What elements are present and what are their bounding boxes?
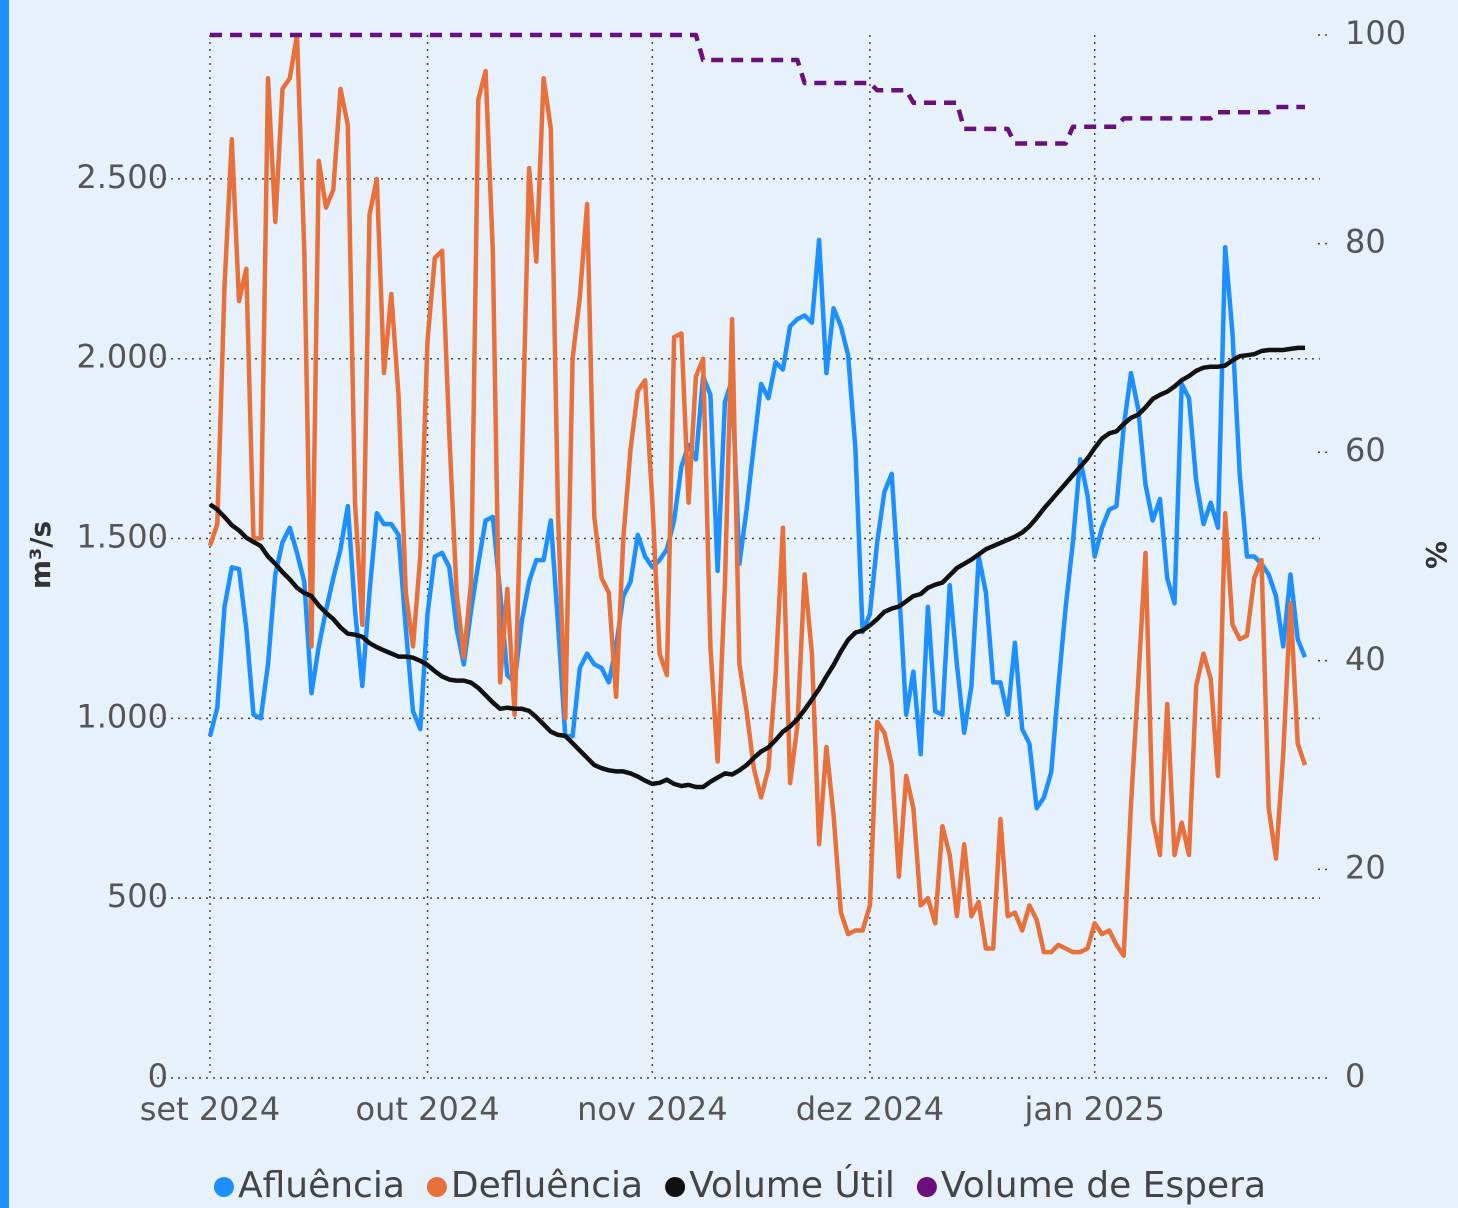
- legend-label: Volume Útil: [689, 1164, 895, 1206]
- y2-axis-title: %: [1420, 541, 1453, 569]
- y2-tick-label: 0: [1345, 1057, 1365, 1095]
- legend-item[interactable]: Volume de Espera: [916, 1165, 1266, 1206]
- legend-item[interactable]: Defluência: [426, 1165, 643, 1206]
- series-line: [207, 32, 1308, 958]
- y-tick-label: 2.000: [76, 338, 168, 376]
- legend-label: Afluência: [238, 1165, 405, 1206]
- legend-swatch: [916, 1177, 937, 1197]
- legend: Afluência Defluência Volume Útil Volume de …: [213, 1164, 1266, 1206]
- legend-swatch: [665, 1177, 686, 1197]
- series-line: [207, 237, 1308, 811]
- y-axis-title: m³/s: [24, 521, 57, 589]
- y2-tick-label: 80: [1345, 223, 1386, 261]
- legend-swatch: [426, 1177, 447, 1197]
- x-tick-label: out 2024: [356, 1090, 500, 1128]
- legend-swatch: [213, 1177, 234, 1197]
- y2-tick-label: 20: [1345, 848, 1386, 886]
- y-tick-label: 2.500: [76, 158, 168, 196]
- y2-tick-label: 40: [1345, 640, 1386, 678]
- legend-label: Defluência: [451, 1165, 643, 1206]
- series-line: [208, 345, 1305, 790]
- x-tick-label: set 2024: [140, 1090, 281, 1128]
- y2-tick-label: 60: [1345, 431, 1386, 469]
- y-tick-label: 1.000: [76, 697, 168, 735]
- series-line: [210, 32, 1305, 146]
- y-tick-label: 1.500: [76, 518, 168, 556]
- y-tick-label: 0: [148, 1057, 168, 1095]
- legend-item[interactable]: Afluência: [213, 1165, 405, 1206]
- x-tick-label: jan 2025: [1024, 1090, 1165, 1128]
- y2-tick-label: 100: [1345, 14, 1406, 52]
- legend-label: Volume de Espera: [941, 1165, 1266, 1206]
- side-accent: [0, 0, 9, 1208]
- legend-item[interactable]: Volume Útil: [665, 1164, 895, 1206]
- x-tick-label: dez 2024: [796, 1090, 944, 1128]
- y-tick-label: 500: [107, 877, 168, 915]
- x-tick-label: nov 2024: [577, 1090, 727, 1128]
